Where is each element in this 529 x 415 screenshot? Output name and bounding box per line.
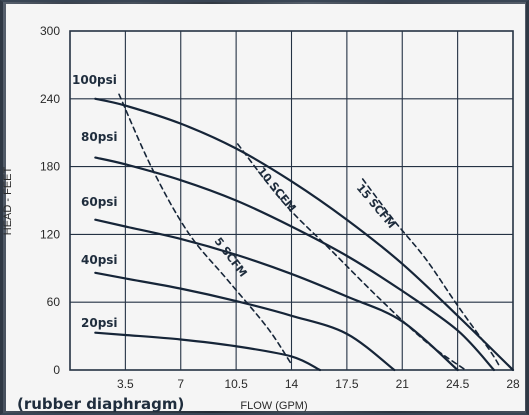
scfm-label-15: 15 SCFM <box>354 182 398 231</box>
series-line-5-scfm <box>118 93 293 366</box>
x-axis-label: FLOW (GPM) <box>240 400 307 412</box>
plot-area <box>69 30 515 372</box>
y-tick-label-5: 300 <box>40 24 60 38</box>
footer-label: (rubber diaphragm) <box>17 395 184 413</box>
series-line-10-scfm <box>236 143 467 371</box>
plot-border <box>69 30 514 371</box>
series-label-40psi: 40psi <box>81 253 118 267</box>
series-line-20psi <box>94 331 322 372</box>
y-tick-label-2: 120 <box>40 227 60 241</box>
y-tick-label-1: 60 <box>47 295 61 309</box>
x-tick-label-5: 21 <box>396 377 410 391</box>
x-tick-label-4: 17.5 <box>335 377 359 391</box>
series-line-15-scfm <box>361 178 502 369</box>
y-axis-ticks: 0 60 120 180 240 300 <box>40 24 60 377</box>
x-tick-label-6: 24.5 <box>446 377 470 391</box>
x-tick-label-3: 14 <box>285 377 299 391</box>
series-label-20psi: 20psi <box>81 316 118 330</box>
grid <box>70 31 513 370</box>
x-tick-label-2: 10.5 <box>224 377 248 391</box>
y-tick-label-4: 240 <box>40 92 60 106</box>
series-label-60psi: 60psi <box>81 195 118 209</box>
series-line-40psi <box>94 271 396 372</box>
x-axis-ticks: 3.5 7 10.5 14 17.5 21 24.5 28 <box>117 377 520 391</box>
series-label-80psi: 80psi <box>81 130 118 144</box>
chart-panel <box>6 4 525 411</box>
series-line-80psi <box>94 156 496 372</box>
x-tick-label-0: 3.5 <box>117 377 134 391</box>
y-axis-label: HEAD - FEET <box>2 166 14 235</box>
x-tick-label-1: 7 <box>177 377 184 391</box>
y-tick-label-0: 0 <box>53 363 60 377</box>
series-label-100psi: 100psi <box>72 73 117 87</box>
y-tick-label-3: 180 <box>40 160 60 174</box>
series-line-60psi <box>94 218 459 372</box>
series-layer <box>94 93 515 372</box>
x-tick-label-7: 28 <box>506 377 520 391</box>
series-line-100psi <box>94 97 515 372</box>
